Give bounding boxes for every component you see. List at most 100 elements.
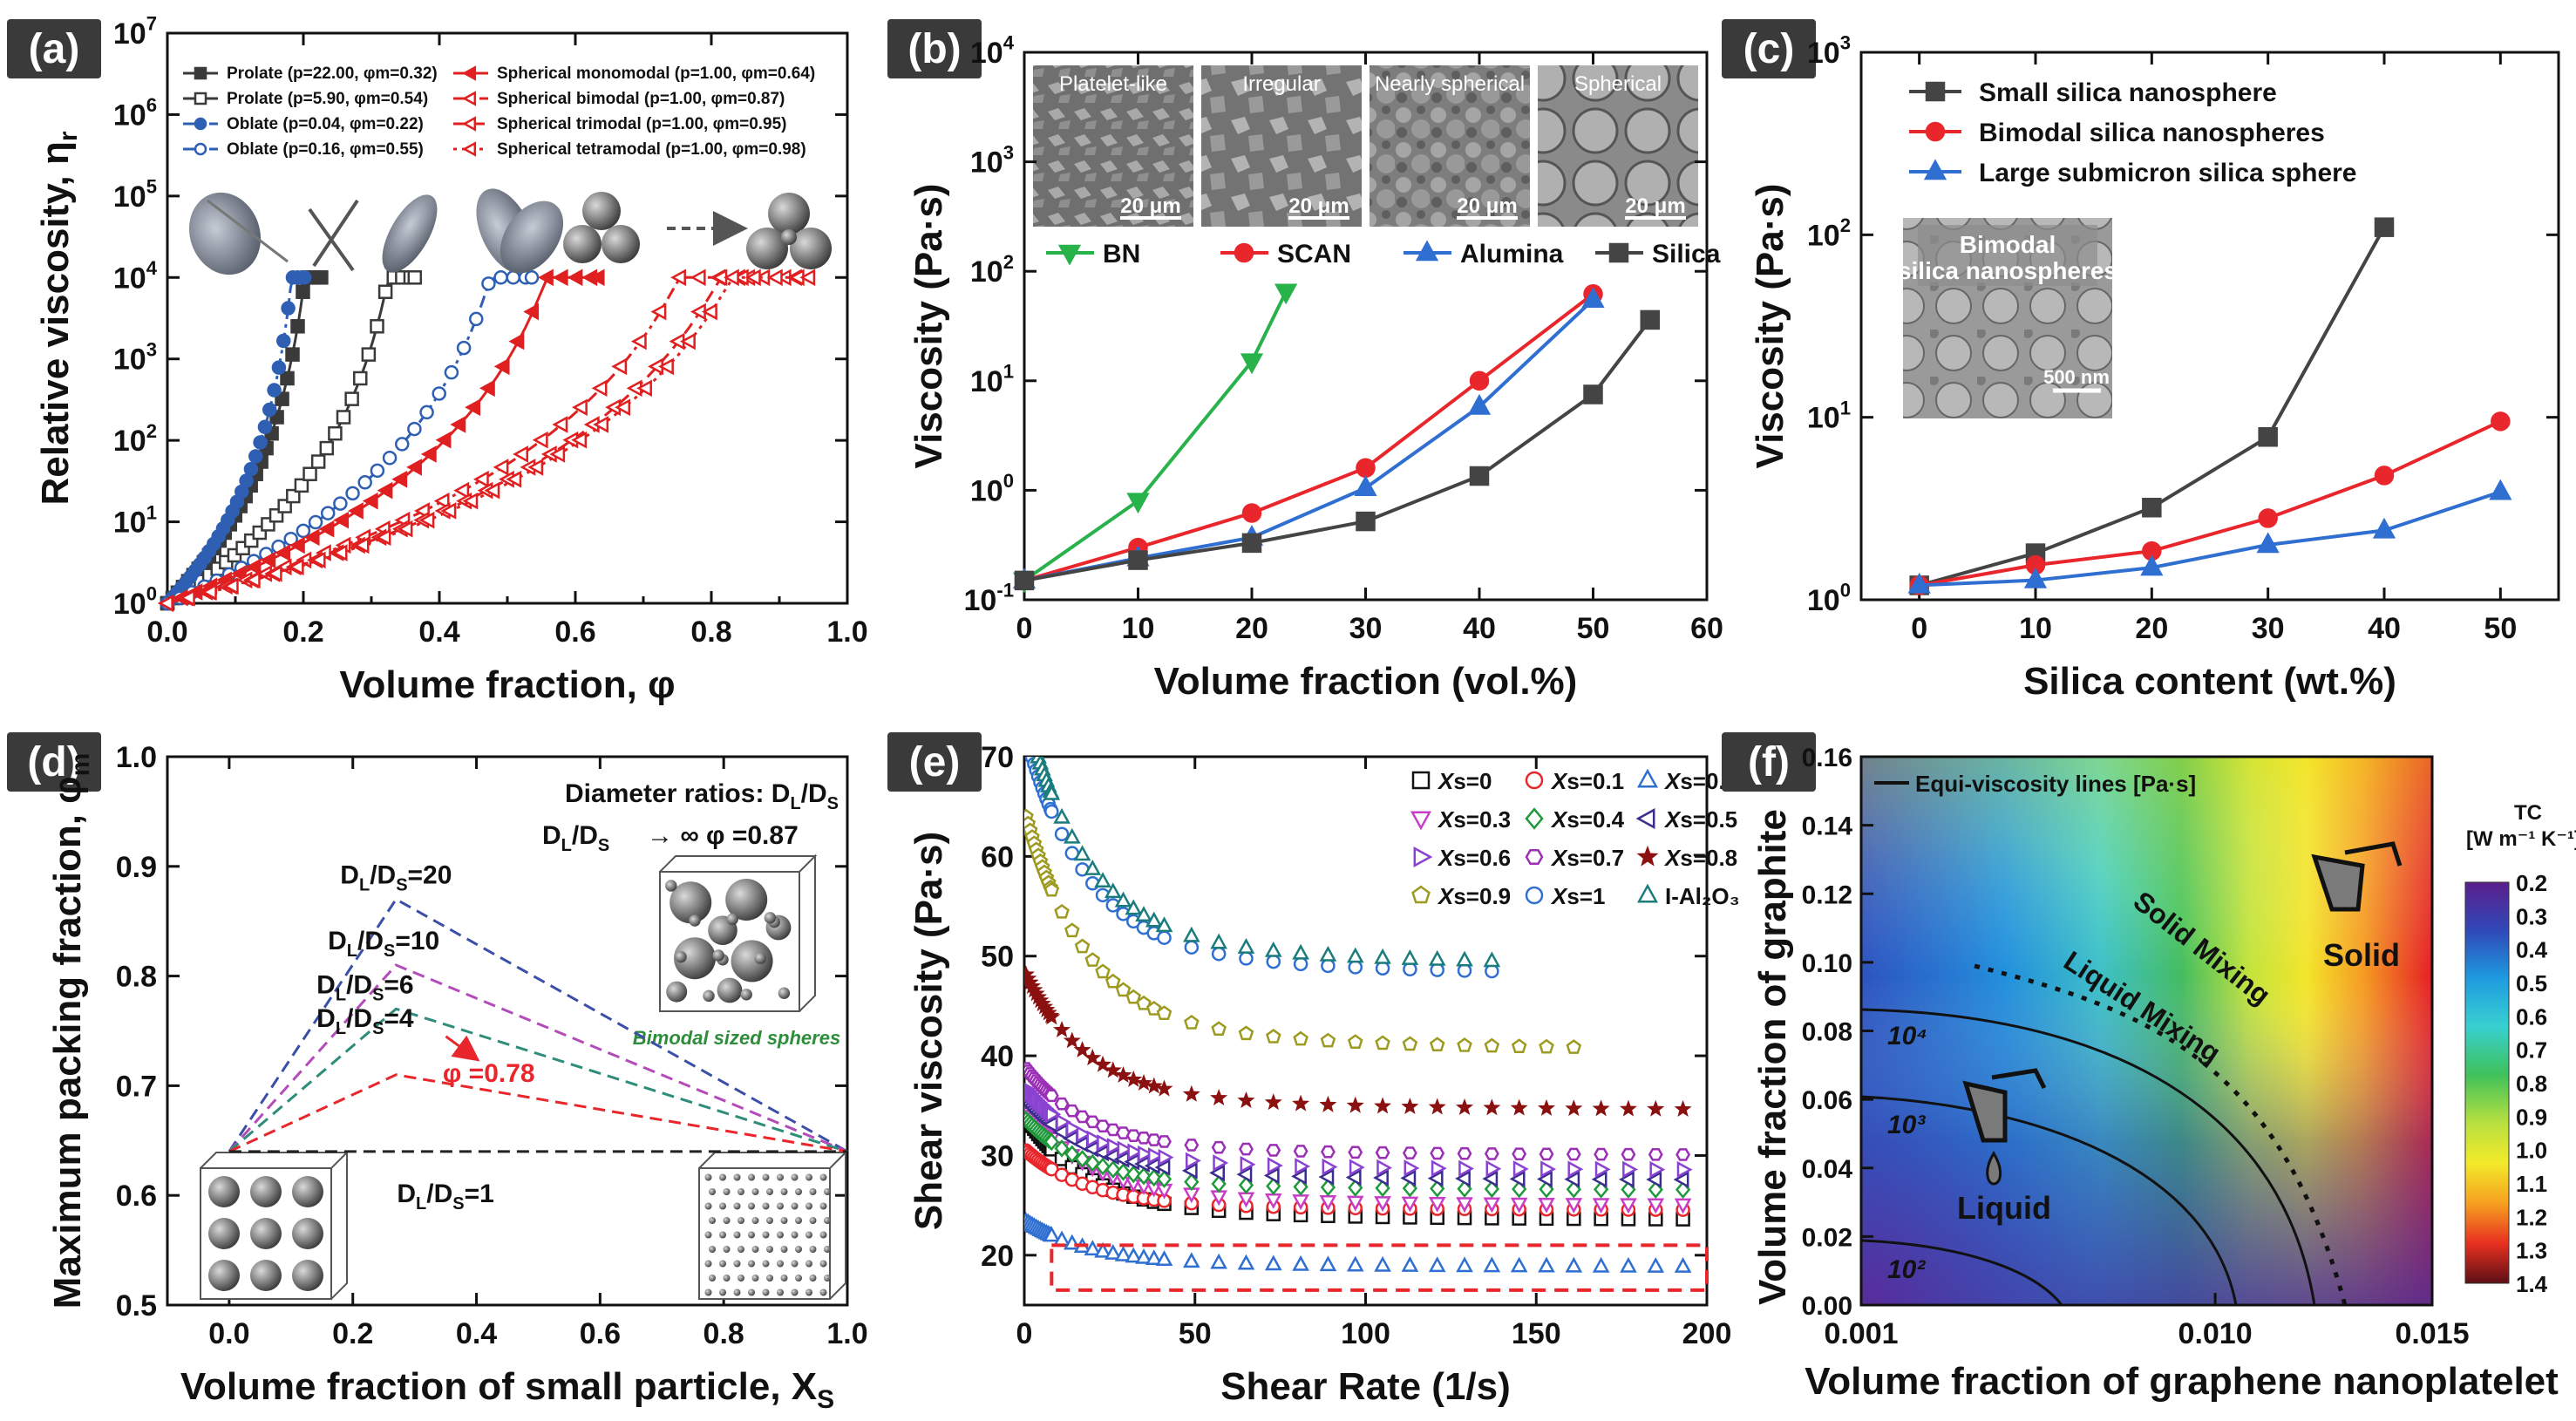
data-point bbox=[1053, 1020, 1071, 1037]
legend-marker bbox=[462, 116, 477, 132]
data-point bbox=[1267, 1157, 1283, 1174]
data-point bbox=[588, 269, 605, 287]
data-point bbox=[1674, 1198, 1692, 1214]
scale-bar-label: 20 μm bbox=[1625, 194, 1685, 218]
panel-d-label-bg bbox=[7, 732, 101, 792]
legend-marker bbox=[462, 91, 477, 106]
data-point bbox=[1594, 1180, 1609, 1199]
data-point bbox=[1237, 1254, 1255, 1270]
sphere-icon bbox=[748, 1260, 755, 1268]
data-point bbox=[1117, 1140, 1133, 1159]
data-point bbox=[1374, 1097, 1392, 1114]
data-point bbox=[1483, 951, 1501, 968]
data-point bbox=[1238, 1025, 1254, 1041]
data-point bbox=[397, 520, 413, 538]
data-point bbox=[320, 506, 336, 520]
x-axis-title: Shear Rate (1/s) bbox=[1220, 1365, 1511, 1408]
data-point bbox=[1427, 1169, 1444, 1187]
panel-b-label-bg bbox=[887, 19, 982, 78]
data-point bbox=[1456, 1098, 1474, 1115]
sphere-icon bbox=[746, 228, 788, 269]
data-point bbox=[1043, 784, 1061, 800]
data-point bbox=[296, 284, 310, 299]
data-point bbox=[420, 445, 437, 463]
panel-a-label: (a) bbox=[29, 26, 80, 72]
data-point bbox=[1374, 1255, 1391, 1272]
sphere-icon bbox=[751, 1217, 759, 1224]
data-point bbox=[680, 332, 696, 350]
legend-entry: Xs=0 bbox=[1437, 768, 1492, 794]
data-point bbox=[1320, 1032, 1336, 1048]
data-point bbox=[1346, 1096, 1364, 1113]
data-point bbox=[766, 269, 783, 287]
data-point bbox=[1104, 1061, 1122, 1078]
data-point bbox=[1056, 1113, 1072, 1131]
data-point bbox=[493, 357, 510, 376]
data-point bbox=[1469, 371, 1490, 391]
data-point bbox=[1346, 947, 1364, 963]
data-point bbox=[1182, 1084, 1200, 1102]
y-tick-label: 104 bbox=[113, 257, 158, 295]
data-point bbox=[2489, 479, 2512, 500]
data-point bbox=[1064, 922, 1080, 938]
legend-entry: Equi-viscosity lines [Pa·s] bbox=[1915, 771, 2196, 797]
sphere-icon bbox=[712, 949, 724, 962]
panel-e-label-bg bbox=[887, 732, 982, 792]
sphere-icon bbox=[762, 1231, 770, 1239]
x-axis-title: Volume fraction of graphene nanoplatelet bbox=[1805, 1360, 2559, 1403]
data-point bbox=[527, 459, 544, 476]
data-point bbox=[1266, 954, 1281, 969]
colorbar-tick-label: 0.5 bbox=[2516, 970, 2547, 996]
data-point bbox=[636, 379, 652, 398]
x-tick-label: 0 bbox=[1016, 612, 1033, 645]
x-tick-label: 0.8 bbox=[703, 1317, 744, 1350]
sphere-icon bbox=[733, 1202, 741, 1210]
data-point bbox=[2374, 217, 2395, 237]
sphere-icon bbox=[766, 1188, 773, 1195]
data-point bbox=[1063, 1031, 1081, 1049]
data-point bbox=[1673, 1171, 1689, 1188]
panel-b-label: (b) bbox=[907, 26, 961, 72]
data-point bbox=[285, 347, 300, 362]
data-point bbox=[799, 269, 816, 287]
sphere-icon bbox=[824, 1246, 831, 1253]
legend-entry: Prolate (p=5.90, φm=0.54) bbox=[227, 90, 428, 108]
data-point bbox=[1510, 1256, 1528, 1273]
data-point bbox=[1114, 891, 1132, 908]
scale-bar-label: 20 μm bbox=[1288, 194, 1349, 218]
data-point bbox=[1210, 1089, 1228, 1106]
panel-c: (c) 0 10 20 30 40 50 100 101 102 103 Silica conten… bbox=[1722, 19, 2560, 703]
y-tick-label: 30 bbox=[981, 1139, 1014, 1173]
plot-frame bbox=[1859, 51, 2560, 602]
legend-entry: BN bbox=[1103, 240, 1140, 269]
heatmap-corner bbox=[1861, 757, 2432, 1305]
sphere-icon bbox=[704, 1173, 712, 1181]
y-tick-label: 0.6 bbox=[116, 1180, 157, 1213]
series-line bbox=[228, 963, 848, 1153]
data-point bbox=[1619, 1099, 1637, 1117]
data-point bbox=[1456, 1197, 1473, 1214]
panel-d-plot: 0.0 0.2 0.4 0.6 0.8 1.0 0.5 0.6 0.7 0.8 0.9 1.0 Volu… bbox=[46, 741, 868, 1414]
colorbar-tick-label: 0.2 bbox=[2516, 870, 2547, 896]
data-point bbox=[1211, 1174, 1227, 1193]
data-point bbox=[1105, 1123, 1121, 1137]
data-point bbox=[1512, 1147, 1527, 1160]
series-line bbox=[1023, 292, 1594, 582]
data-point bbox=[1237, 938, 1255, 954]
x-tick-label: 0 bbox=[1016, 1317, 1033, 1350]
data-point bbox=[1239, 951, 1254, 966]
sphere-icon bbox=[704, 1288, 712, 1296]
data-point bbox=[1295, 1158, 1311, 1175]
y-tick-label: 0.12 bbox=[1802, 880, 1852, 909]
y-tick-label: 0.00 bbox=[1802, 1292, 1852, 1321]
data-point bbox=[1401, 1256, 1419, 1272]
data-point bbox=[1044, 804, 1059, 819]
data-point bbox=[1157, 930, 1172, 945]
data-point bbox=[658, 357, 674, 376]
data-point bbox=[1043, 1008, 1061, 1025]
contour-line bbox=[1860, 1008, 2316, 1306]
data-point bbox=[1320, 1178, 1336, 1197]
data-point bbox=[1428, 1256, 1446, 1273]
contour-label: 10⁴ bbox=[1887, 1022, 1927, 1050]
data-point bbox=[1241, 533, 1262, 554]
